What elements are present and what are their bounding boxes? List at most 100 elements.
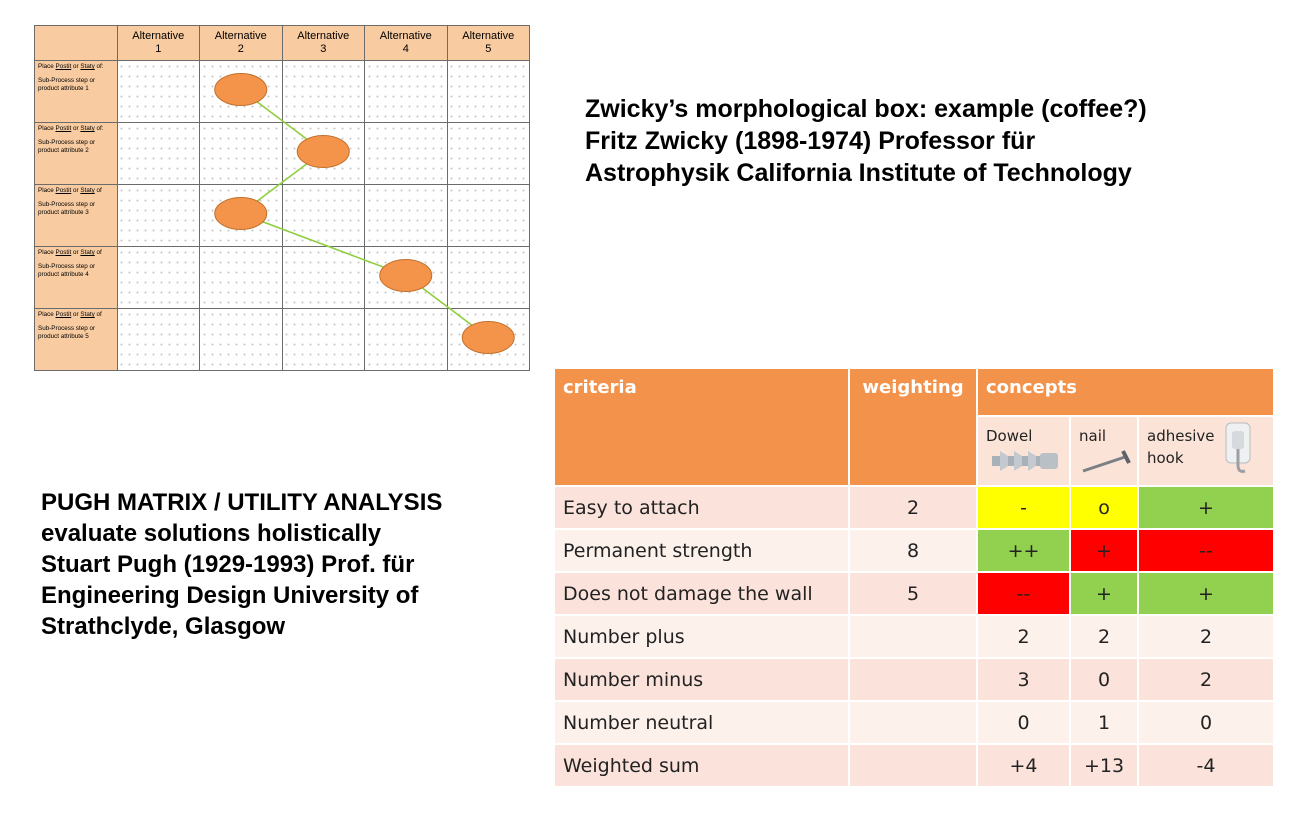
adhesive-hook-icon <box>1225 422 1251 473</box>
summary-label: Number neutral <box>555 702 850 745</box>
instruction-text: or <box>71 63 81 70</box>
morph-cell <box>116 60 200 123</box>
morph-cell <box>364 184 448 247</box>
criteria-row: Does not damage the wall 5 -- + + <box>555 573 1274 616</box>
morph-row: Place Postit or Staty of: Sub-Process st… <box>34 60 530 123</box>
morph-alt-header: Alternative 4 <box>364 25 448 61</box>
pugh-title-line: Stuart Pugh (1929-1993) Prof. für <box>41 551 415 578</box>
staty-word: Staty <box>80 311 95 318</box>
summary-value: 2 <box>1071 616 1139 659</box>
concept-dowel: Dowel <box>978 416 1071 487</box>
concept-nail: nail <box>1071 416 1139 487</box>
morph-cell <box>364 308 448 371</box>
summary-value: 3 <box>978 659 1071 702</box>
criteria-label: Does not damage the wall <box>555 573 850 616</box>
summary-value: 0 <box>1139 702 1274 745</box>
empty-weight-cell <box>850 659 978 702</box>
staty-word: Staty <box>80 249 95 256</box>
morph-cell <box>116 184 200 247</box>
pugh-title-line: PUGH MATRIX / UTILITY ANALYSIS <box>41 489 443 516</box>
weighting-header: weighting <box>850 369 978 487</box>
postit-word: Postit <box>55 249 72 256</box>
rating-cell: - <box>978 487 1071 530</box>
morph-row-attribute: Sub-Process step or product attribute 4 <box>38 263 96 278</box>
morph-cell <box>199 60 283 123</box>
rating-cell: + <box>1139 573 1274 616</box>
morph-cell <box>116 308 200 371</box>
weight-value: 8 <box>850 530 978 573</box>
morph-row: Place Postit or Staty of Sub-Process ste… <box>34 246 530 309</box>
dowel-icon <box>992 450 1058 471</box>
weight-value: 5 <box>850 573 978 616</box>
morph-alt-label: Alternative 4 <box>379 30 432 55</box>
morph-cell <box>281 122 365 185</box>
instruction-text: of: <box>94 63 104 70</box>
empty-weight-cell <box>850 702 978 745</box>
summary-value: -4 <box>1139 745 1274 788</box>
morph-alt-label: Alternative 2 <box>214 30 267 55</box>
pugh-title: PUGH MATRIX / UTILITY ANALYSIS evaluate … <box>41 487 442 642</box>
summary-value: 0 <box>1071 659 1139 702</box>
summary-value: 0 <box>978 702 1071 745</box>
postit-word: Postit <box>55 63 72 70</box>
summary-label: Weighted sum <box>555 745 850 788</box>
rating-cell: -- <box>978 573 1071 616</box>
rating-cell: + <box>1139 487 1274 530</box>
rating-cell: ++ <box>978 530 1071 573</box>
summary-row: Number minus 3 0 2 <box>555 659 1274 702</box>
morph-alt-label: Alternative 5 <box>462 30 515 55</box>
pugh-title-line: evaluate solutions holistically <box>41 520 382 547</box>
morph-cell <box>281 246 365 309</box>
staty-word: Staty <box>80 125 95 132</box>
pugh-matrix: criteria weighting concepts Dowel nail a… <box>555 369 1274 788</box>
summary-label: Number plus <box>555 616 850 659</box>
concept-row: Dowel nail adhesive hook <box>555 416 1274 487</box>
morph-cell <box>446 122 530 185</box>
summary-value: 2 <box>1139 616 1274 659</box>
morph-cell <box>281 184 365 247</box>
concept-adhesive-hook: adhesive hook <box>1139 416 1274 487</box>
summary-value: 2 <box>978 616 1071 659</box>
morph-row-attribute: Sub-Process step or product attribute 3 <box>38 201 96 216</box>
morph-cell <box>446 246 530 309</box>
instruction-text: or <box>71 249 81 256</box>
morph-alt-label: Alternative 3 <box>297 30 350 55</box>
criteria-label: Easy to attach <box>555 487 850 530</box>
concepts-header: concepts <box>978 369 1274 417</box>
morph-alt-header: Alternative 3 <box>281 25 365 61</box>
morph-row-label: Place Postit or Staty of: Sub-Process st… <box>34 122 118 185</box>
morph-cell <box>281 308 365 371</box>
summary-label: Number minus <box>555 659 850 702</box>
morph-row-attribute: Sub-Process step or product attribute 5 <box>38 325 96 340</box>
summary-row: Weighted sum +4 +13 -4 <box>555 745 1274 788</box>
morph-alt-header: Alternative 5 <box>446 25 530 61</box>
morph-header-row: Alternative 1 Alternative 2 Alternative … <box>34 25 530 61</box>
rating-cell: + <box>1071 530 1139 573</box>
criteria-row: Permanent strength 8 ++ + -- <box>555 530 1274 573</box>
instruction-text: of: <box>94 125 104 132</box>
rating-cell: + <box>1071 573 1139 616</box>
instruction-text: of <box>94 187 102 194</box>
instruction-text: or <box>71 125 81 132</box>
morph-cell <box>281 60 365 123</box>
zwicky-title: Zwicky’s morphological box: example (cof… <box>585 93 1147 189</box>
morph-cell <box>199 184 283 247</box>
morphological-box: Alternative 1 Alternative 2 Alternative … <box>34 25 530 371</box>
postit-word: Postit <box>55 311 72 318</box>
morph-cell <box>116 122 200 185</box>
instruction-text: Place <box>38 125 56 132</box>
morph-cell <box>116 246 200 309</box>
morph-alt-header: Alternative 2 <box>199 25 283 61</box>
morph-cell <box>446 184 530 247</box>
morph-row-attribute: Sub-Process step or product attribute 1 <box>38 77 96 92</box>
instruction-text: or <box>71 187 81 194</box>
morph-cell <box>199 246 283 309</box>
staty-word: Staty <box>80 187 95 194</box>
morph-cell <box>364 122 448 185</box>
morph-alt-label: Alternative 1 <box>132 30 185 55</box>
instruction-text: of <box>94 311 102 318</box>
instruction-text: or <box>71 311 81 318</box>
zwicky-title-line: Fritz Zwicky (1898-1974) Professor für <box>585 127 1036 155</box>
pugh-header-row: criteria weighting concepts <box>555 369 1274 487</box>
morph-row-label: Place Postit or Staty of Sub-Process ste… <box>34 184 118 247</box>
